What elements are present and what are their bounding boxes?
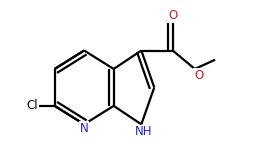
Text: O: O — [193, 69, 202, 82]
Text: Cl: Cl — [27, 99, 38, 112]
Text: O: O — [167, 9, 177, 22]
Text: NH: NH — [134, 125, 151, 138]
Text: N: N — [80, 121, 88, 135]
